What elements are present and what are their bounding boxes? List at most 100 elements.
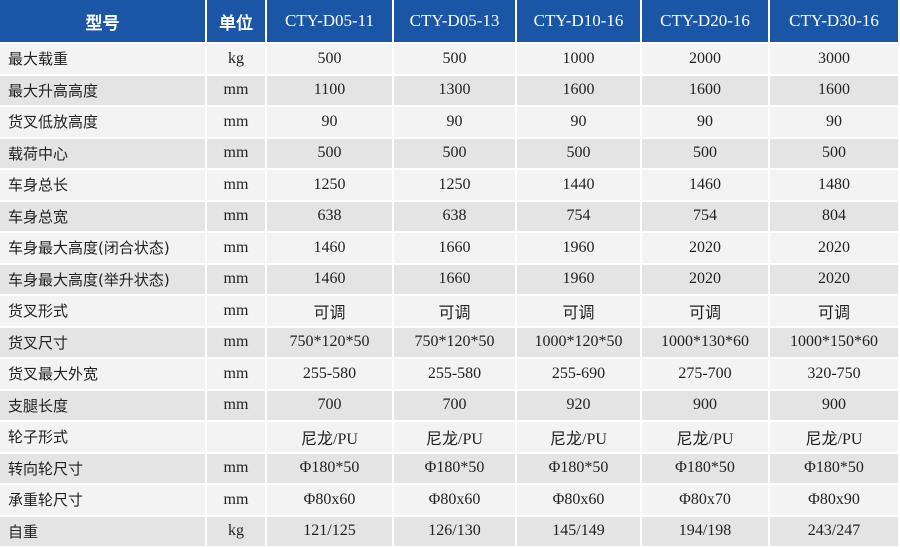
- table-cell: 255-580: [267, 359, 392, 389]
- table-cell: mm: [207, 107, 265, 137]
- table-cell: mm: [207, 296, 265, 326]
- table-cell: 1460: [267, 233, 392, 263]
- table-cell: 1000*120*50: [517, 327, 640, 357]
- table-cell: 1960: [517, 264, 640, 294]
- table-cell: 1600: [517, 75, 640, 105]
- table-cell: 500: [267, 138, 392, 168]
- table-cell: 1460: [267, 264, 392, 294]
- row-label: 车身总宽: [0, 201, 205, 231]
- table-cell: 638: [394, 201, 515, 231]
- table-cell: 可调: [642, 296, 768, 326]
- row-label: 车身最大高度(闭合状态): [0, 233, 205, 263]
- table-cell: mm: [207, 170, 265, 200]
- row-label: 货叉低放高度: [0, 107, 205, 137]
- table-cell: mm: [207, 453, 265, 483]
- table-cell: 194/198: [642, 516, 768, 546]
- table-cell: Φ80x90: [770, 485, 898, 515]
- table-cell: 255-580: [394, 359, 515, 389]
- table-cell: 2000: [642, 44, 768, 74]
- table-cell: 750*120*50: [394, 327, 515, 357]
- table-cell: mm: [207, 390, 265, 420]
- table-cell: kg: [207, 516, 265, 546]
- table-cell: 500: [267, 44, 392, 74]
- header-cell: CTY-D20-16: [642, 0, 768, 42]
- table-cell: 1250: [267, 170, 392, 200]
- table-cell: 1300: [394, 75, 515, 105]
- table-cell: 700: [267, 390, 392, 420]
- table-cell: 500: [394, 44, 515, 74]
- table-cell: 1960: [517, 233, 640, 263]
- table-cell: 754: [517, 201, 640, 231]
- table-cell: 243/247: [770, 516, 898, 546]
- header-cell: 型号: [0, 0, 205, 42]
- table-cell: 2020: [642, 264, 768, 294]
- table-cell: mm: [207, 359, 265, 389]
- table-cell: 1440: [517, 170, 640, 200]
- table-cell: 700: [394, 390, 515, 420]
- row-label: 最大升高高度: [0, 75, 205, 105]
- table-cell: 可调: [517, 296, 640, 326]
- table-cell: 90: [642, 107, 768, 137]
- table-cell: 750*120*50: [267, 327, 392, 357]
- row-label: 承重轮尺寸: [0, 485, 205, 515]
- table-cell: mm: [207, 201, 265, 231]
- table-cell: Φ80x60: [267, 485, 392, 515]
- table-cell: 1000*150*60: [770, 327, 898, 357]
- table-cell: 1250: [394, 170, 515, 200]
- table-cell: 1660: [394, 264, 515, 294]
- table-cell: 121/125: [267, 516, 392, 546]
- table-cell: 920: [517, 390, 640, 420]
- table-cell: 尼龙/PU: [770, 422, 898, 452]
- header-cell: CTY-D10-16: [517, 0, 640, 42]
- row-label: 货叉形式: [0, 296, 205, 326]
- table-cell: 尼龙/PU: [517, 422, 640, 452]
- table-cell: 1100: [267, 75, 392, 105]
- row-label: 车身总长: [0, 170, 205, 200]
- table-cell: Φ180*50: [642, 453, 768, 483]
- row-label: 车身最大高度(举升状态): [0, 264, 205, 294]
- table-cell: 900: [642, 390, 768, 420]
- table-cell: 1000: [517, 44, 640, 74]
- row-label: 货叉尺寸: [0, 327, 205, 357]
- row-label: 最大载重: [0, 44, 205, 74]
- row-label: 货叉最大外宽: [0, 359, 205, 389]
- table-cell: 2020: [642, 233, 768, 263]
- table-cell: mm: [207, 233, 265, 263]
- table-cell: 可调: [267, 296, 392, 326]
- table-cell: 可调: [770, 296, 898, 326]
- header-cell: 单位: [207, 0, 265, 42]
- table-cell: 900: [770, 390, 898, 420]
- table-cell: 3000: [770, 44, 898, 74]
- table-cell: [207, 422, 265, 452]
- table-cell: kg: [207, 44, 265, 74]
- table-cell: 320-750: [770, 359, 898, 389]
- table-cell: Φ80x70: [642, 485, 768, 515]
- table-cell: 2020: [770, 233, 898, 263]
- header-cell: CTY-D30-16: [770, 0, 898, 42]
- table-cell: 1660: [394, 233, 515, 263]
- table-cell: mm: [207, 485, 265, 515]
- header-cell: CTY-D05-13: [394, 0, 515, 42]
- row-label: 轮子形式: [0, 422, 205, 452]
- row-label: 转向轮尺寸: [0, 453, 205, 483]
- table-cell: 145/149: [517, 516, 640, 546]
- table-cell: Φ180*50: [394, 453, 515, 483]
- table-cell: 90: [770, 107, 898, 137]
- table-cell: 255-690: [517, 359, 640, 389]
- table-cell: Φ180*50: [770, 453, 898, 483]
- table-cell: Φ180*50: [517, 453, 640, 483]
- table-cell: 1000*130*60: [642, 327, 768, 357]
- table-cell: 1460: [642, 170, 768, 200]
- table-cell: Φ180*50: [267, 453, 392, 483]
- table-cell: 尼龙/PU: [642, 422, 768, 452]
- table-cell: 可调: [394, 296, 515, 326]
- table-cell: mm: [207, 327, 265, 357]
- table-cell: mm: [207, 138, 265, 168]
- table-cell: 尼龙/PU: [267, 422, 392, 452]
- header-cell: CTY-D05-11: [267, 0, 392, 42]
- table-cell: mm: [207, 264, 265, 294]
- table-cell: 754: [642, 201, 768, 231]
- row-label: 支腿长度: [0, 390, 205, 420]
- table-cell: 1600: [770, 75, 898, 105]
